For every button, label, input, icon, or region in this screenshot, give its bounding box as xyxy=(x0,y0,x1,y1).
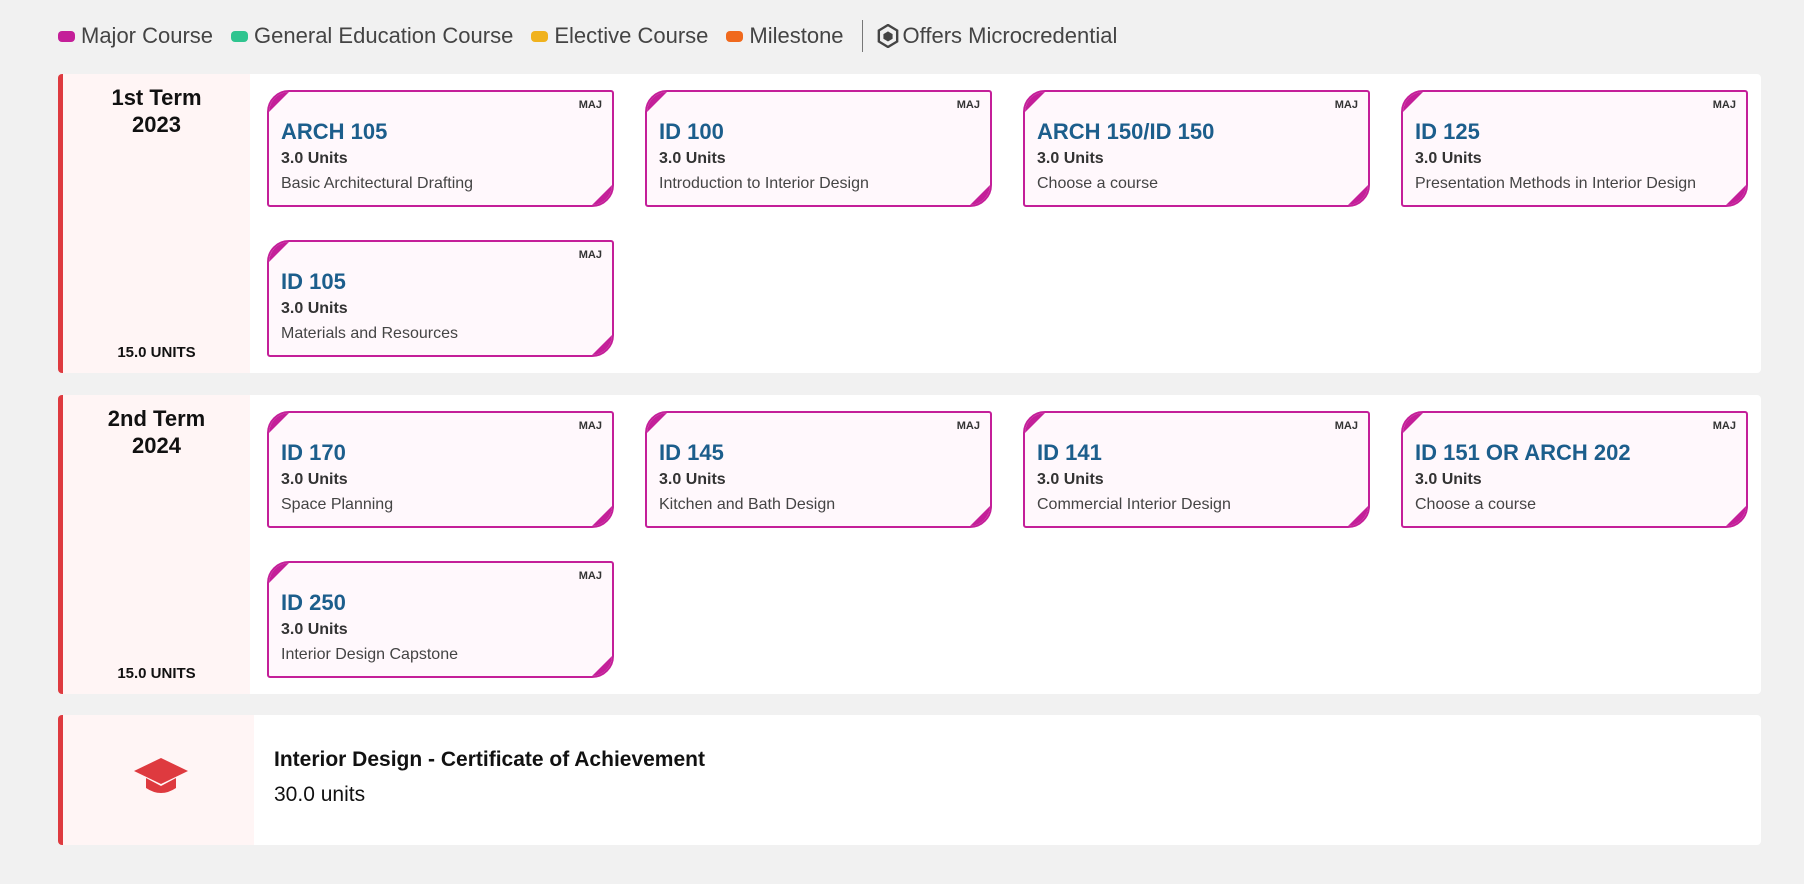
course-units: 3.0 Units xyxy=(659,471,726,488)
legend-swatch-milestone xyxy=(726,30,744,42)
term-year: 2023 xyxy=(132,112,181,137)
course-name: Materials and Resources xyxy=(281,325,458,342)
hexagon-icon xyxy=(877,24,898,48)
certificate-title: Interior Design - Certificate of Achieve… xyxy=(274,748,705,771)
legend: Major Course General Education Course El… xyxy=(58,20,1135,52)
legend-label: Offers Microcredential xyxy=(902,23,1118,48)
term-units: 15.0 UNITS xyxy=(117,665,196,682)
course-card-id-125[interactable]: MAJ ID 125 3.0 Units Presentation Method… xyxy=(1401,90,1748,207)
certificate-units: 30.0 units xyxy=(274,783,366,806)
course-name: Interior Design Capstone xyxy=(281,646,458,663)
course-type-badge: MAJ xyxy=(956,420,980,432)
term-2: 2nd Term 2024 15.0 UNITS MAJ ID 170 3.0 … xyxy=(58,395,1761,694)
legend-swatch-elective xyxy=(531,30,549,42)
legend-major: Major Course xyxy=(58,23,213,49)
course-name: Basic Architectural Drafting xyxy=(281,175,474,192)
legend-swatch-major xyxy=(58,30,75,42)
course-type-badge: MAJ xyxy=(578,570,602,582)
course-card-id-145[interactable]: MAJ ID 145 3.0 Units Kitchen and Bath De… xyxy=(645,411,992,528)
term-title: 1st Term 2023 xyxy=(63,84,250,138)
legend-elective: Elective Course xyxy=(531,23,708,49)
legend-milestone: Milestone xyxy=(726,23,844,49)
course-card-id-151-or-arch-202[interactable]: MAJ ID 151 OR ARCH 202 3.0 Units Choose … xyxy=(1401,411,1748,528)
course-type-badge: MAJ xyxy=(578,99,602,111)
term-name: 1st Term xyxy=(111,85,202,110)
course-type-badge: MAJ xyxy=(578,249,602,261)
certificate-card[interactable]: Interior Design - Certificate of Achieve… xyxy=(58,715,1761,845)
course-name: Space Planning xyxy=(281,496,394,513)
course-type-badge: MAJ xyxy=(956,99,980,111)
legend-general-education: General Education Course xyxy=(231,23,513,49)
term-name: 2nd Term xyxy=(107,406,206,431)
course-card-id-170[interactable]: MAJ ID 170 3.0 Units Space Planning xyxy=(267,411,614,528)
course-card-id-105[interactable]: MAJ ID 105 3.0 Units Materials and Resou… xyxy=(267,240,614,357)
course-units: 3.0 Units xyxy=(1037,150,1104,167)
course-name: Introduction to Interior Design xyxy=(659,175,869,192)
legend-divider xyxy=(861,20,863,52)
course-type-badge: MAJ xyxy=(1334,420,1358,432)
course-card-arch-150-id-150[interactable]: MAJ ARCH 150/ID 150 3.0 Units Choose a c… xyxy=(1023,90,1370,207)
course-name: Choose a course xyxy=(1037,175,1158,192)
course-type-badge: MAJ xyxy=(1712,420,1736,432)
legend-swatch-general-education xyxy=(231,30,249,42)
certificate-icon-panel xyxy=(63,715,254,845)
course-units: 3.0 Units xyxy=(1037,471,1104,488)
graduation-cap-icon xyxy=(134,758,188,793)
course-units: 3.0 Units xyxy=(281,300,348,317)
course-code: ID 151 OR ARCH 202 xyxy=(1415,440,1631,465)
course-code: ID 125 xyxy=(1415,119,1480,144)
term-label: 1st Term 2023 15.0 UNITS xyxy=(63,74,250,373)
course-units: 3.0 Units xyxy=(1415,471,1482,488)
legend-microcredential: Offers Microcredential xyxy=(877,23,1118,49)
term-1: 1st Term 2023 15.0 UNITS MAJ ARCH 105 3.… xyxy=(58,74,1761,373)
term-label: 2nd Term 2024 15.0 UNITS xyxy=(63,395,250,694)
term-title: 2nd Term 2024 xyxy=(63,405,250,459)
legend-label: Milestone xyxy=(749,23,844,48)
course-card-id-250[interactable]: MAJ ID 250 3.0 Units Interior Design Cap… xyxy=(267,561,614,678)
course-units: 3.0 Units xyxy=(659,150,726,167)
course-code: ID 141 xyxy=(1037,440,1102,465)
course-code: ARCH 105 xyxy=(281,119,388,144)
course-type-badge: MAJ xyxy=(578,420,602,432)
legend-label: Major Course xyxy=(81,23,214,48)
course-card-id-100[interactable]: MAJ ID 100 3.0 Units Introduction to Int… xyxy=(645,90,992,207)
course-type-badge: MAJ xyxy=(1334,99,1358,111)
course-type-badge: MAJ xyxy=(1712,99,1736,111)
course-code: ID 170 xyxy=(281,440,346,465)
course-card-id-141[interactable]: MAJ ID 141 3.0 Units Commercial Interior… xyxy=(1023,411,1370,528)
course-name: Kitchen and Bath Design xyxy=(659,496,836,513)
course-code: ID 250 xyxy=(281,590,346,615)
course-units: 3.0 Units xyxy=(281,621,348,638)
course-units: 3.0 Units xyxy=(1415,150,1482,167)
course-name: Choose a course xyxy=(1415,496,1536,513)
course-units: 3.0 Units xyxy=(281,150,348,167)
term-year: 2024 xyxy=(132,433,181,458)
course-code: ARCH 150/ID 150 xyxy=(1037,119,1215,144)
course-code: ID 105 xyxy=(281,269,346,294)
course-code: ID 100 xyxy=(659,119,724,144)
course-card-arch-105[interactable]: MAJ ARCH 105 3.0 Units Basic Architectur… xyxy=(267,90,614,207)
course-name: Commercial Interior Design xyxy=(1037,496,1231,513)
legend-label: Elective Course xyxy=(554,23,709,48)
term-units: 15.0 UNITS xyxy=(117,344,196,361)
legend-label: General Education Course xyxy=(254,23,514,48)
course-name: Presentation Methods in Interior Design xyxy=(1415,175,1697,192)
course-code: ID 145 xyxy=(659,440,724,465)
course-units: 3.0 Units xyxy=(281,471,348,488)
